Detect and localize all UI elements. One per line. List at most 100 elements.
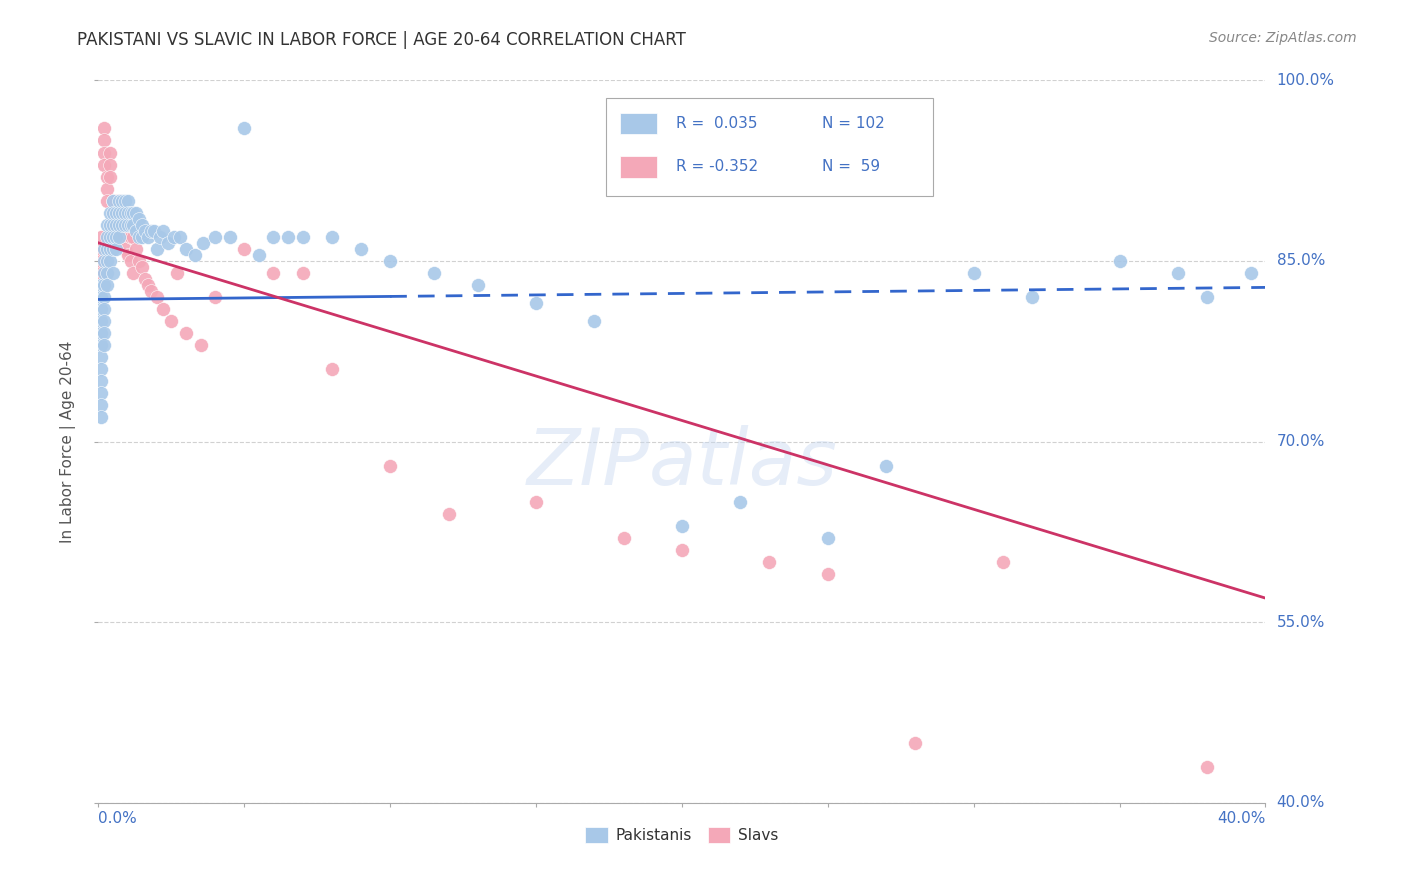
Point [174, 326, 197, 340]
Point [423, 266, 446, 280]
Point [111, 205, 134, 219]
Point [120, 229, 142, 244]
Point [114, 194, 136, 208]
Point [233, 121, 256, 136]
Point [101, 218, 124, 232]
Point [128, 253, 150, 268]
Point [817, 567, 839, 582]
Point [96, 169, 118, 184]
Point [96, 253, 118, 268]
Point [98, 253, 121, 268]
Point [93, 133, 115, 147]
Point [524, 296, 547, 310]
Point [90, 386, 112, 401]
Point [122, 205, 145, 219]
Point [117, 194, 139, 208]
Point [98, 218, 121, 232]
Point [247, 248, 270, 262]
Point [146, 290, 169, 304]
Point [193, 235, 215, 250]
Point [136, 277, 159, 292]
Point [90, 314, 112, 328]
Point [1167, 266, 1189, 280]
Point [291, 229, 314, 244]
Point [108, 229, 131, 244]
Point [114, 218, 136, 232]
Point [101, 218, 124, 232]
Point [380, 458, 402, 473]
Point [142, 224, 165, 238]
Point [671, 518, 693, 533]
Text: N = 102: N = 102 [823, 116, 884, 131]
Point [93, 253, 115, 268]
Text: PAKISTANI VS SLAVIC IN LABOR FORCE | AGE 20-64 CORRELATION CHART: PAKISTANI VS SLAVIC IN LABOR FORCE | AGE… [77, 31, 686, 49]
Text: 55.0%: 55.0% [1277, 615, 1324, 630]
Point [1195, 290, 1218, 304]
Point [524, 494, 547, 508]
Point [1240, 266, 1263, 280]
Point [96, 277, 118, 292]
Point [101, 242, 124, 256]
Point [108, 194, 131, 208]
Point [90, 338, 112, 352]
Point [163, 229, 186, 244]
Point [136, 229, 159, 244]
Point [1195, 759, 1218, 773]
Point [104, 205, 127, 219]
Point [104, 242, 127, 256]
Point [149, 229, 172, 244]
Point [98, 242, 121, 256]
Point [817, 531, 839, 545]
Point [117, 205, 139, 219]
Point [125, 205, 148, 219]
Point [152, 224, 174, 238]
Point [612, 531, 634, 545]
Point [101, 205, 124, 219]
Point [437, 507, 460, 521]
Point [139, 224, 162, 238]
Point [93, 277, 115, 292]
FancyBboxPatch shape [606, 98, 932, 196]
Point [93, 290, 115, 304]
Point [90, 301, 112, 316]
Point [108, 205, 131, 219]
Point [111, 218, 134, 232]
Point [101, 205, 124, 219]
Point [90, 290, 112, 304]
Point [120, 205, 142, 219]
Point [122, 266, 145, 280]
Point [350, 242, 373, 256]
Point [218, 229, 240, 244]
Point [262, 229, 284, 244]
Point [157, 235, 180, 250]
Point [96, 218, 118, 232]
Y-axis label: In Labor Force | Age 20-64: In Labor Force | Age 20-64 [59, 341, 76, 542]
Point [204, 229, 226, 244]
Point [1108, 253, 1130, 268]
Point [134, 224, 156, 238]
Text: R =  0.035: R = 0.035 [676, 116, 758, 131]
Point [277, 229, 299, 244]
Point [321, 229, 343, 244]
Text: 40.0%: 40.0% [1277, 796, 1324, 810]
Point [98, 229, 121, 244]
Point [101, 266, 124, 280]
Point [90, 326, 112, 340]
Point [104, 229, 127, 244]
Point [166, 266, 188, 280]
Text: R = -0.352: R = -0.352 [676, 160, 758, 175]
Point [96, 194, 118, 208]
Point [96, 242, 118, 256]
Point [101, 194, 124, 208]
Legend: Pakistanis, Slavs: Pakistanis, Slavs [579, 822, 785, 849]
Text: 85.0%: 85.0% [1277, 253, 1324, 268]
Point [131, 218, 153, 232]
Point [90, 277, 112, 292]
Point [174, 242, 197, 256]
Point [160, 314, 183, 328]
Point [104, 218, 127, 232]
Point [93, 242, 115, 256]
Point [291, 266, 314, 280]
Point [108, 194, 131, 208]
Point [125, 224, 148, 238]
